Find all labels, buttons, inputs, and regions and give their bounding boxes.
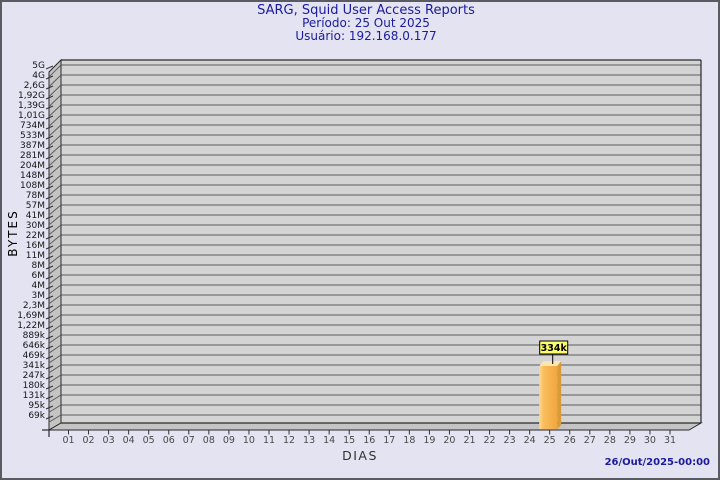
y-tick-label: 469k: [23, 351, 46, 361]
chart-subtitle-user: Usuário: 192.168.0.177: [295, 29, 437, 43]
x-tick-label: 14: [323, 435, 335, 446]
x-tick-label: 13: [303, 435, 315, 446]
bar: [539, 366, 558, 429]
y-tick-label: 11M: [26, 251, 45, 261]
x-tick-label: 09: [223, 435, 235, 446]
y-tick-label: 1,92G: [18, 91, 45, 101]
y-tick-label: 734M: [20, 121, 45, 131]
value-label: 334k: [541, 343, 568, 354]
x-tick-label: 30: [644, 435, 656, 446]
y-tick-label: 22M: [26, 231, 45, 241]
x-tick-label: 10: [243, 435, 255, 446]
y-tick-label: 2,6G: [24, 81, 45, 91]
bar-top-face: [539, 361, 562, 366]
x-tick-labels: 01 02 03 04 05 06 07 08 09 10 11 12 13 14 15 16 17 18 19 20…: [62, 430, 676, 446]
x-tick-label: 02: [83, 435, 95, 446]
y-tick-label: 281M: [20, 151, 45, 161]
plot-left-wall: [48, 58, 62, 431]
y-tick-label: 533M: [20, 131, 45, 141]
y-tick-label: 646k: [23, 341, 46, 351]
x-tick-label: 06: [163, 435, 175, 446]
y-tick-label: 387M: [20, 141, 45, 151]
x-tick-label: 28: [604, 435, 616, 446]
x-tick-label: 24: [524, 435, 536, 446]
chart-title: SARG, Squid User Access Reports: [257, 3, 475, 18]
x-axis-title: DIAS: [342, 448, 378, 463]
y-tick-label: 1,22M: [17, 321, 45, 331]
y-tick-label: 16M: [26, 241, 45, 251]
y-tick-labels: 5G4G2,6G1,92G1,39G1,01G734M533M387M281M2…: [17, 61, 54, 421]
y-tick-label: 78M: [26, 191, 45, 201]
y-tick-label: 69k: [28, 411, 45, 421]
y-tick-label: 4M: [32, 281, 46, 291]
x-tick-label: 18: [403, 435, 415, 446]
x-tick-label: 26: [564, 435, 576, 446]
generated-timestamp: 26/Out/2025-00:00: [604, 457, 710, 468]
plot-back-wall: [61, 60, 701, 423]
y-tick-label: 1,01G: [18, 111, 45, 121]
y-tick-label: 30M: [26, 221, 45, 231]
x-tick-label: 19: [423, 435, 435, 446]
x-tick-label: 05: [143, 435, 155, 446]
y-tick-label: 95k: [28, 401, 45, 411]
x-tick-label: 12: [283, 435, 295, 446]
x-tick-label: 15: [343, 435, 355, 446]
plot-floor: [47, 422, 703, 431]
y-tick-label: 341k: [23, 361, 46, 371]
y-tick-label: 2,3M: [23, 301, 45, 311]
y-tick-label: 3M: [32, 291, 46, 301]
y-tick-label: 6M: [32, 271, 46, 281]
x-tick-label: 03: [103, 435, 115, 446]
x-tick-label: 17: [383, 435, 395, 446]
x-tick-label: 01: [62, 435, 74, 446]
plot-edges: [42, 59, 702, 437]
y-tick-label: 148M: [20, 171, 45, 181]
y-tick-label: 1,69M: [17, 311, 45, 321]
x-tick-label: 20: [443, 435, 455, 446]
y-tick-label: 4G: [32, 71, 45, 81]
y-tick-label: 131k: [23, 391, 46, 401]
x-tick-label: 11: [263, 435, 275, 446]
x-tick-label: 31: [664, 435, 676, 446]
bar-side-face: [557, 361, 562, 429]
x-tick-label: 23: [504, 435, 516, 446]
x-tick-label: 16: [363, 435, 375, 446]
x-tick-label: 22: [484, 435, 496, 446]
y-tick-label: 5G: [32, 61, 45, 71]
x-tick-label: 07: [183, 435, 195, 446]
y-tick-label: 180k: [23, 381, 46, 391]
chart-header: SARG, Squid User Access Reports Período:…: [12, 4, 720, 43]
y-tick-label: 889k: [23, 331, 46, 341]
x-tick-label: 04: [123, 435, 135, 446]
x-tick-label: 25: [544, 435, 556, 446]
bars: 334k: [539, 340, 569, 429]
x-tick-label: 21: [463, 435, 475, 446]
y-tick-label: 108M: [20, 181, 45, 191]
chart-subtitle-period: Período: 25 Out 2025: [302, 16, 430, 30]
y-tick-label: 41M: [26, 211, 45, 221]
y-tick-label: 1,39G: [18, 101, 45, 111]
gridlines: [61, 64, 701, 416]
y-axis-title: BYTES: [6, 209, 20, 257]
value-label-box: [539, 340, 569, 355]
y-tick-label: 57M: [26, 201, 45, 211]
y-tick-label: 204M: [20, 161, 45, 171]
x-tick-label: 08: [203, 435, 215, 446]
y-tick-label: 247k: [23, 371, 46, 381]
wall-gridlines: [48, 64, 62, 423]
x-tick-label: 27: [584, 435, 596, 446]
y-tick-label: 8M: [32, 261, 46, 271]
x-tick-label: 29: [624, 435, 636, 446]
